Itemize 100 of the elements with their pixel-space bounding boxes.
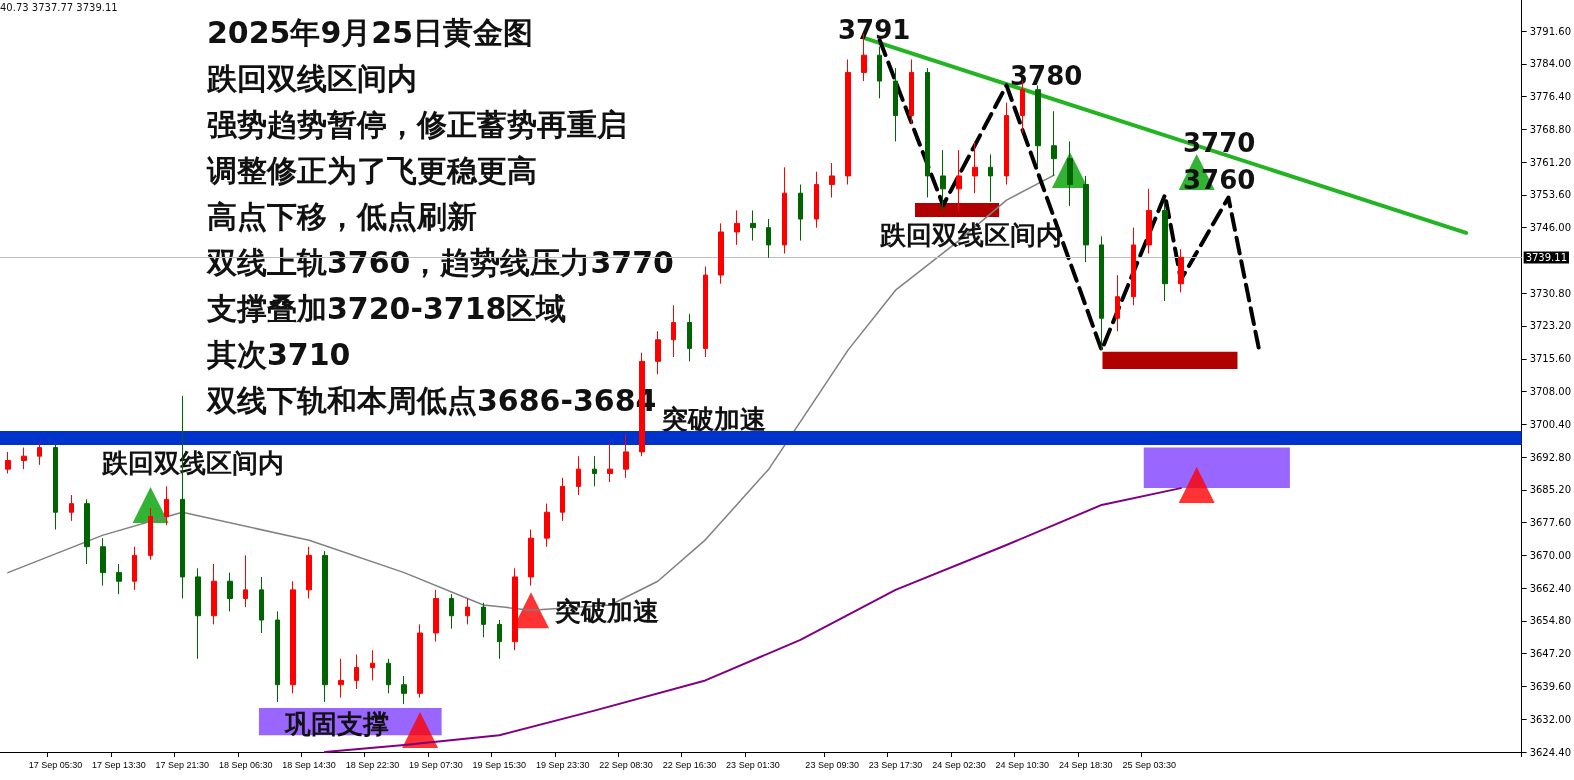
candlestick: [21, 447, 27, 470]
candlestick: [528, 529, 534, 587]
x-tick-label: 22 Sep 08:30: [599, 759, 653, 770]
y-tick-label: 3761.20: [1529, 156, 1572, 168]
x-tick-label: 19 Sep 07:30: [409, 759, 463, 770]
y-tick-label: 3692.80: [1529, 451, 1572, 463]
y-tick-label: 3632.00: [1529, 713, 1572, 725]
x-tick-label: 25 Sep 03:30: [1122, 759, 1176, 770]
y-tick-label: 3730.80: [1529, 287, 1572, 299]
candlestick: [449, 593, 454, 630]
candlestick: [718, 222, 724, 285]
y-tick-label: 3784.00: [1529, 58, 1572, 70]
y-tick-label: 3768.80: [1529, 123, 1572, 135]
candlestick: [972, 140, 978, 194]
candlestick: [544, 503, 550, 548]
candlestick: [703, 265, 708, 358]
candlestick: [766, 218, 771, 259]
x-tick-label: 24 Sep 10:30: [995, 759, 1050, 770]
candlestick: [560, 477, 565, 522]
x-tick-label: 24 Sep 18:30: [1058, 759, 1113, 770]
candlestick: [290, 580, 296, 694]
x-tick-label: 19 Sep 15:30: [472, 759, 527, 770]
candlestick: [275, 610, 280, 703]
x-tick-label: 23 Sep 09:30: [805, 759, 859, 770]
candlestick: [925, 67, 930, 198]
candlestick: [750, 209, 756, 242]
annotation: 巩固支撑: [284, 709, 389, 739]
y-tick-label: 3708.00: [1529, 386, 1572, 398]
candlestick: [734, 209, 740, 246]
y-tick-label: 3662.40: [1529, 582, 1572, 594]
candlestick: [116, 563, 122, 595]
candlestick: [1067, 140, 1073, 207]
annotation: 3791: [838, 15, 911, 45]
y-tick-label: 3791.60: [1529, 25, 1572, 37]
y-tick-label: 3639.60: [1529, 680, 1572, 692]
candlestick: [576, 455, 581, 496]
y-tick-label: 3776.40: [1529, 91, 1572, 103]
annotation: 40.73 3737.77 3739.11: [0, 1, 118, 13]
candlestick: [893, 67, 898, 142]
candlestick: [53, 442, 58, 530]
candlestick: [877, 46, 882, 99]
x-tick-label: 23 Sep 17:30: [868, 759, 923, 770]
x-tick-label: 17 Sep 13:30: [92, 759, 146, 770]
candlestick: [687, 313, 692, 362]
annotation: 其次3710: [206, 336, 351, 372]
candlestick: [592, 455, 597, 487]
candlestick: [243, 554, 248, 608]
y-tick-label: 3647.20: [1529, 648, 1572, 660]
candlestick: [211, 563, 217, 625]
x-tick-label: 17 Sep 05:30: [28, 759, 83, 770]
candlestick: [100, 537, 106, 587]
y-tick-label: 3677.60: [1529, 517, 1572, 529]
candlestick: [845, 59, 851, 186]
annotation: 突破加速: [661, 404, 766, 434]
candlestick: [1051, 110, 1057, 177]
candlestick: [814, 171, 819, 229]
x-tick-label: 17 Sep 21:30: [155, 759, 210, 770]
candlestick: [988, 153, 993, 203]
annotation: 突破加速: [554, 596, 659, 626]
candlestick: [1178, 248, 1184, 293]
candlestick: [338, 658, 344, 699]
candlestick: [322, 550, 328, 703]
candlestick: [1035, 84, 1041, 168]
candlestick: [5, 451, 11, 474]
candlestick: [417, 623, 423, 699]
x-tick-label: 18 Sep 14:30: [282, 759, 336, 770]
x-tick-label: 18 Sep 22:30: [345, 759, 400, 770]
candlestick: [782, 166, 787, 255]
candlestick: [1083, 175, 1089, 263]
candlestick: [829, 162, 835, 198]
candlestick: [69, 494, 74, 522]
candlestick: [623, 434, 629, 479]
annotation: 高点下移，低点刷新: [207, 198, 477, 234]
candlestick: [164, 485, 169, 526]
candlestick: [227, 572, 233, 612]
candlestick: [148, 507, 153, 561]
candlestick: [84, 498, 90, 565]
annotation: 支撑叠加3720-3718区域: [206, 290, 567, 326]
y-tick-label: 3723.20: [1529, 320, 1572, 332]
candlestick: [497, 619, 502, 660]
candlestick: [1004, 102, 1009, 186]
candlestick: [306, 546, 312, 599]
candlestick: [386, 658, 391, 694]
text: 2025年9月25日黄金图: [207, 14, 534, 50]
candlestick: [370, 649, 375, 681]
candlestick: [655, 330, 661, 375]
candlestick: [607, 442, 613, 483]
candlestick: [354, 654, 359, 690]
candlestick: [798, 184, 803, 242]
candlestick: [195, 567, 201, 660]
point: [402, 712, 439, 749]
x-tick-label: 24 Sep 02:30: [932, 759, 986, 770]
candlestick: [433, 589, 439, 643]
candlestick: [132, 546, 137, 591]
y-tick-label: 3685.20: [1529, 484, 1572, 496]
candlestick: [1115, 274, 1120, 332]
candlestick: [1146, 188, 1152, 255]
candlestick: [940, 149, 946, 211]
candlestick: [481, 602, 486, 638]
x-tick-label: 22 Sep 16:30: [662, 759, 717, 770]
